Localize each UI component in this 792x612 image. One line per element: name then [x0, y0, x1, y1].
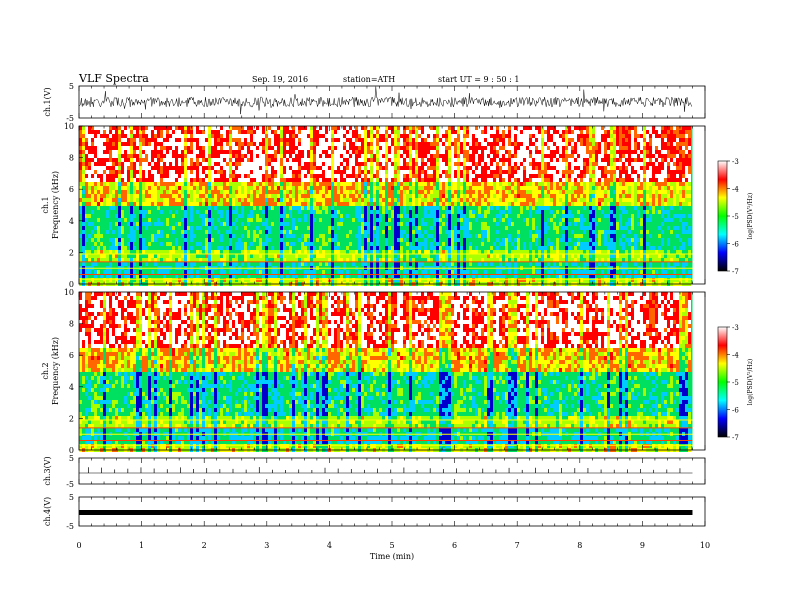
colorbar-tick-label: -6: [732, 407, 739, 415]
channel-label: ch.2: [41, 362, 50, 379]
ch1-spec-xticks: [78, 126, 706, 284]
y-axis-label: Frequency (kHz): [51, 171, 60, 239]
ch3-wave-yaxis: 5 -5 ch.3(V): [43, 454, 74, 489]
y-axis-label: ch.4(V): [43, 497, 52, 526]
y-tick-label: 4: [69, 383, 74, 392]
x-tick-label: 4: [327, 541, 332, 550]
colorbar-gradient: [717, 160, 728, 272]
x-tick-label: 10: [700, 541, 710, 550]
x-tick-label: 6: [452, 541, 457, 550]
y-tick-label: 5: [69, 82, 74, 91]
ch2-spec-colorbar: -3 -4 -5 -6 -7 log(PSD(V²/Hz): [717, 324, 754, 442]
station-label: station=ATH: [343, 75, 395, 84]
chart-title: VLF Spectra: [78, 72, 149, 85]
colorbar-tick-label: -4: [732, 186, 739, 194]
colorbar-label: log(PSD(V²/Hz): [747, 359, 754, 406]
ch1-wave-trace: [78, 86, 693, 115]
y-tick-label: 8: [69, 320, 74, 329]
y-tick-label: 2: [69, 248, 74, 257]
ch3-wave-trace: [79, 467, 693, 474]
date-label: Sep. 19, 2016: [252, 75, 308, 84]
y-tick-label: 0: [69, 280, 74, 289]
time-axis: 0 1 2 3 4 5 6 7 8 9 10 Time (min): [76, 541, 710, 561]
y-tick-label: -5: [66, 480, 74, 489]
y-tick-label: 6: [69, 185, 74, 194]
x-tick-label: 2: [202, 541, 207, 550]
y-axis-label: ch.3(V): [43, 456, 52, 485]
ch4-wave-yaxis: 5 -5 ch.4(V): [43, 493, 74, 531]
ch3-wave-xticks: [78, 458, 706, 484]
x-tick-label: 7: [515, 541, 520, 550]
x-tick-label: 3: [264, 541, 269, 550]
ch2-spec-yaxis: 0 2 4 6 8 10 Frequency (kHz)ch.2: [41, 288, 83, 455]
ch1-wave-yaxis: 5 -5 ch.1(V): [43, 82, 74, 123]
colorbar-tick-label: -5: [732, 213, 739, 221]
ch2-spec-xticks: [78, 292, 706, 450]
ch4-wave-xticks: [78, 497, 706, 526]
y-tick-label: 2: [69, 414, 74, 423]
y-tick-label: 0: [69, 446, 74, 455]
x-tick-label: 9: [640, 541, 645, 550]
colorbar-tick-label: -7: [732, 434, 739, 442]
ch1-spec-colorbar: -3 -4 -5 -6 -7 log(PSD(V²/Hz): [717, 158, 754, 276]
y-tick-label: 5: [69, 493, 74, 502]
colorbar-tick-label: -4: [732, 352, 739, 360]
colorbar-gradient: [717, 326, 728, 438]
x-tick-label: 0: [76, 541, 81, 550]
colorbar-label: log(PSD(V²/Hz): [747, 193, 754, 240]
y-tick-label: 8: [69, 154, 74, 163]
y-axis-label: Frequency (kHz): [51, 337, 60, 405]
x-tick-label: 8: [577, 541, 582, 550]
y-tick-label: 10: [64, 122, 74, 131]
x-tick-label: 1: [139, 541, 144, 550]
y-tick-label: 5: [69, 454, 74, 463]
colorbar-tick-label: -3: [732, 158, 739, 166]
y-axis-label: ch.1(V): [43, 87, 52, 116]
ch1-wave-xticks: [78, 86, 706, 118]
y-tick-label: -5: [66, 522, 74, 531]
colorbar-tick-label: -3: [732, 324, 739, 332]
colorbar-tick-label: -5: [732, 379, 739, 387]
channel-label: ch.1: [41, 196, 50, 213]
ch2-spectrogram-image: [79, 292, 693, 452]
y-tick-label: 6: [69, 351, 74, 360]
colorbar-tick-label: -6: [732, 241, 739, 249]
colorbar-tick-label: -7: [732, 268, 739, 276]
ch1-spectrogram-image: [79, 126, 693, 286]
ch1-wave-line: [78, 86, 693, 115]
y-tick-label: -5: [66, 114, 74, 123]
y-tick-label: 4: [69, 217, 74, 226]
ch1-spec-yaxis: 0 2 4 6 8 10 Frequency (kHz)ch.1: [41, 122, 83, 289]
start-time-label: start UT = 9 : 50 : 1: [438, 75, 519, 84]
x-tick-label: 5: [389, 541, 394, 550]
y-tick-label: 10: [64, 288, 74, 297]
x-axis-label: Time (min): [370, 552, 414, 561]
